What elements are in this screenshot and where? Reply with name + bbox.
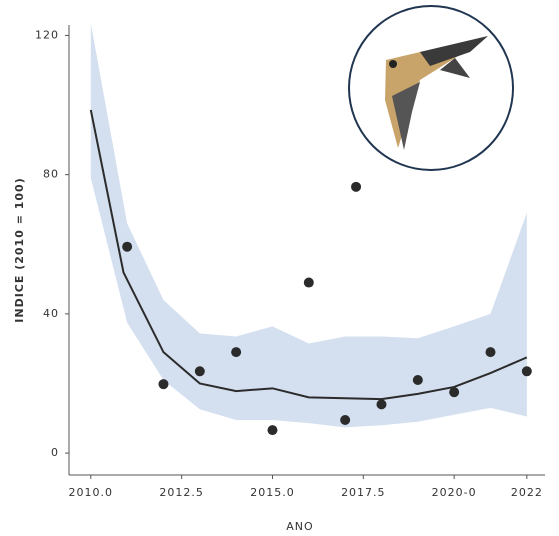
data-point [158,379,169,390]
data-point [122,241,133,252]
x-tick-label: 2017.5 [341,486,386,499]
data-point [449,387,460,398]
x-tick-label: 2012.5 [159,486,204,499]
data-point [351,181,362,192]
data-point [303,277,314,288]
data-point [376,399,387,410]
data-point [340,415,351,426]
x-tick-label: 2022 [511,486,543,499]
y-tick-label: 0 [51,446,59,459]
y-tick-label: 120 [35,28,59,41]
data-point [412,374,423,385]
data-point [231,347,242,358]
data-point [194,366,205,377]
y-tick-label: 40 [43,307,59,320]
confidence-band [90,23,527,428]
x-tick-label: 2015.0 [250,486,295,499]
y-tick-label: 80 [43,168,59,181]
x-tick-label: 2020-0 [432,486,477,499]
data-point [485,347,496,358]
x-axis-label: ANO [286,520,313,533]
y-axis-label: INDICE (2010 = 100) [13,177,26,322]
bird-badge [348,5,514,171]
x-tick-label: 2010.0 [69,486,114,499]
data-point [521,366,532,377]
data-point [267,425,278,436]
trend-line [89,109,528,401]
